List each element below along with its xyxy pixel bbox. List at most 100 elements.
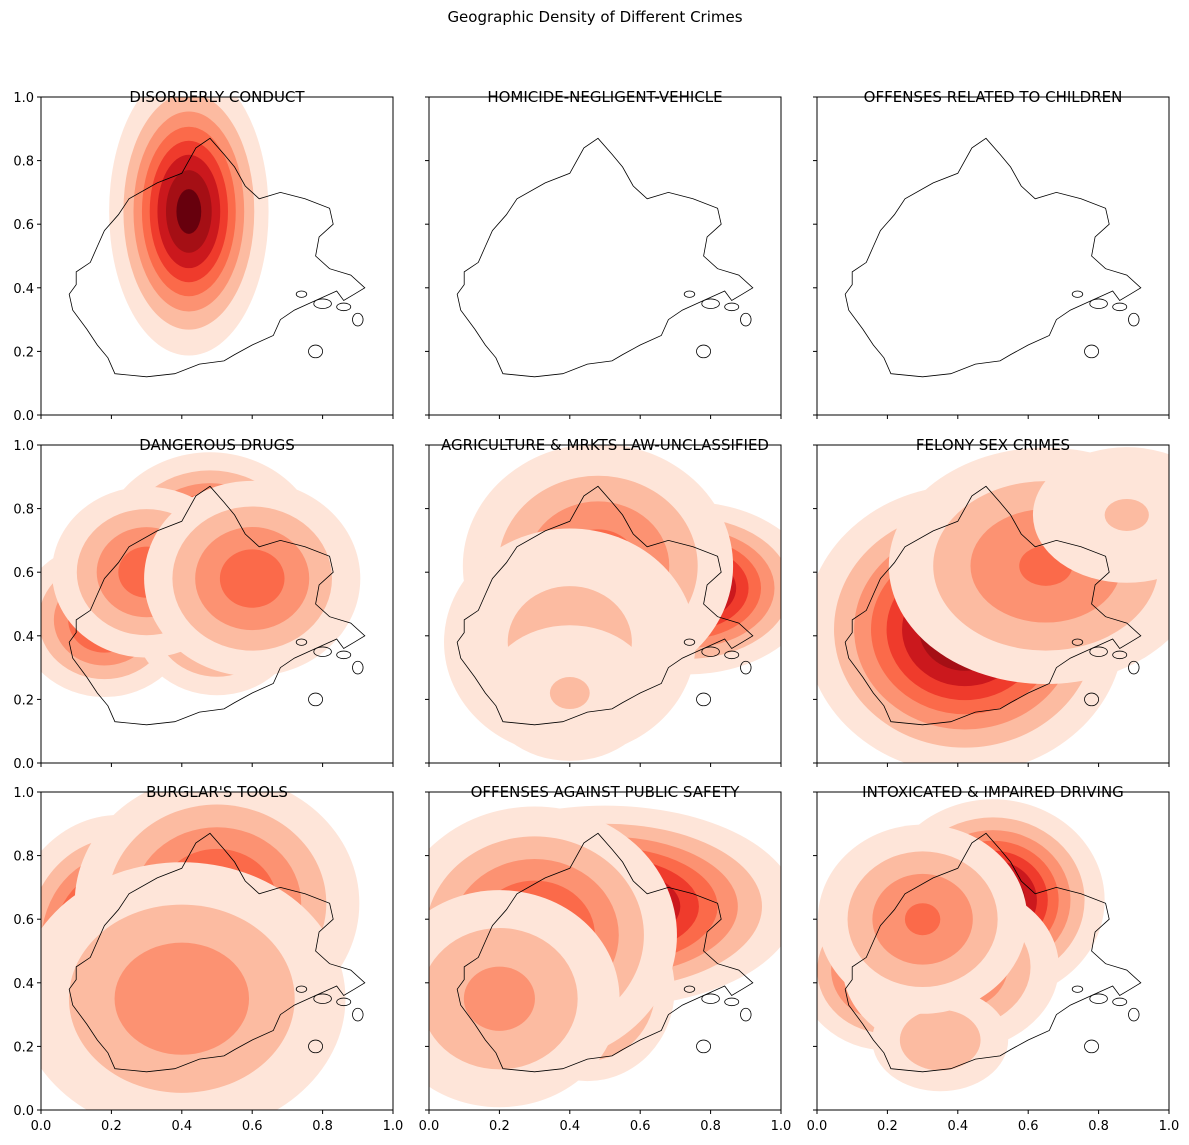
plot-area xyxy=(844,137,1142,378)
island-outline xyxy=(1089,993,1108,1004)
y-tick-label: 0.4 xyxy=(13,630,34,645)
island-outline xyxy=(336,650,352,660)
island-outline xyxy=(1089,646,1108,657)
y-tick-label: 0.8 xyxy=(13,503,34,518)
island-outline xyxy=(740,660,752,675)
island-outline xyxy=(1128,1007,1140,1022)
borough-outline xyxy=(844,485,1142,726)
island-outline xyxy=(313,298,332,309)
x-tick-label: 0.8 xyxy=(1088,1119,1109,1134)
x-tick-label: 0.2 xyxy=(877,1119,898,1134)
panel: HOMICIDE-NEGLIGENT-VEHICLE xyxy=(425,88,782,419)
x-tick-label: 1.0 xyxy=(1159,1119,1180,1134)
density-contour xyxy=(904,903,941,936)
borough-outline xyxy=(456,137,754,378)
island-outline xyxy=(336,302,352,312)
y-tick-label: 0.6 xyxy=(13,566,34,581)
x-tick-label: 0.0 xyxy=(31,1119,52,1134)
x-tick-label: 0.4 xyxy=(559,1119,580,1134)
y-tick-label: 0.0 xyxy=(13,1104,34,1119)
island-outline xyxy=(724,302,740,312)
axes-frame xyxy=(428,444,782,764)
borough-outline xyxy=(68,832,366,1073)
island-outline xyxy=(724,650,740,660)
panel: 0.0 0.2 0.4 0.6 0.8 1.0 OFFENSES AGAINST PUBLI… xyxy=(419,783,792,1134)
x-tick-label: 0.0 xyxy=(419,1119,440,1134)
panel: 0.0 0.2 0.4 0.6 0.8 1.0 DISORDERLY CONDUCT xyxy=(13,88,394,424)
y-tick-label: 0.8 xyxy=(13,155,34,170)
axes-frame xyxy=(40,444,394,764)
x-tick-label: 0.2 xyxy=(489,1119,510,1134)
panel: OFFENSES RELATED TO CHILDREN xyxy=(813,88,1170,419)
density-contour xyxy=(1104,498,1149,531)
plot-area xyxy=(456,137,754,378)
island-outline xyxy=(740,312,752,327)
density-contour xyxy=(1032,447,1169,583)
x-tick-label: 1.0 xyxy=(771,1119,792,1134)
density-contour xyxy=(114,942,250,1055)
island-outline xyxy=(1112,997,1128,1007)
borough-outline xyxy=(456,485,754,726)
island-outline xyxy=(1112,650,1128,660)
axes-frame xyxy=(816,96,1170,416)
axes-frame xyxy=(816,791,1170,1111)
island-outline xyxy=(1128,660,1140,675)
x-tick-label: 0.4 xyxy=(171,1119,192,1134)
island-outline xyxy=(696,692,712,707)
y-tick-label: 0.6 xyxy=(13,913,34,928)
density-contour xyxy=(176,189,202,234)
island-outline xyxy=(308,344,323,359)
figure-title: Geographic Density of Different Crimes xyxy=(447,8,742,26)
island-outline xyxy=(352,312,364,327)
borough-outline xyxy=(844,137,1142,378)
island-outline xyxy=(1084,692,1100,707)
y-tick-label: 1.0 xyxy=(13,91,34,106)
axes-frame xyxy=(816,444,1170,764)
island-outline xyxy=(696,344,712,359)
island-outline xyxy=(352,1007,364,1022)
plot-area xyxy=(68,97,366,378)
island-outline xyxy=(1084,1039,1100,1054)
x-tick-label: 0.6 xyxy=(1018,1119,1039,1134)
plot-area xyxy=(817,799,1142,1092)
density-contour xyxy=(463,966,535,1031)
density-contour xyxy=(899,1009,981,1071)
island-outline xyxy=(1071,290,1084,298)
axes-frame xyxy=(428,96,782,416)
plot-area xyxy=(41,452,366,726)
island-outline xyxy=(295,985,308,993)
panel: FELONY SEX CRIMES xyxy=(813,436,1170,767)
island-outline xyxy=(313,993,332,1004)
island-outline xyxy=(295,638,308,646)
plot-area xyxy=(817,447,1169,763)
panel-title: FELONY SEX CRIMES xyxy=(916,436,1070,454)
island-outline xyxy=(683,985,696,993)
panel-title: OFFENSES AGAINST PUBLIC SAFETY xyxy=(471,783,741,801)
y-tick-label: 0.6 xyxy=(13,218,34,233)
density-contour xyxy=(219,549,285,608)
y-tick-label: 0.4 xyxy=(13,977,34,992)
y-tick-label: 0.0 xyxy=(13,409,34,424)
x-tick-label: 0.6 xyxy=(630,1119,651,1134)
y-tick-label: 1.0 xyxy=(13,786,34,801)
borough-outline xyxy=(68,485,366,726)
island-outline xyxy=(701,646,720,657)
y-tick-label: 0.0 xyxy=(13,757,34,772)
panel-title: DISORDERLY CONDUCT xyxy=(129,88,305,106)
plot-area xyxy=(41,792,366,1110)
y-tick-label: 0.2 xyxy=(13,1040,34,1055)
island-outline xyxy=(1128,312,1140,327)
panel: AGRICULTURE & MRKTS LAW-UNCLASSIFIED xyxy=(425,436,782,767)
island-outline xyxy=(308,1039,323,1054)
island-outline xyxy=(701,993,720,1004)
panel-title: HOMICIDE-NEGLIGENT-VEHICLE xyxy=(487,88,722,106)
density-contour xyxy=(549,677,590,710)
island-outline xyxy=(1084,344,1100,359)
borough-outline xyxy=(844,832,1142,1073)
y-tick-label: 0.2 xyxy=(13,345,34,360)
x-tick-label: 0.4 xyxy=(947,1119,968,1134)
panel-title: OFFENSES RELATED TO CHILDREN xyxy=(864,88,1123,106)
island-outline xyxy=(1112,302,1128,312)
borough-outline xyxy=(456,832,754,1073)
